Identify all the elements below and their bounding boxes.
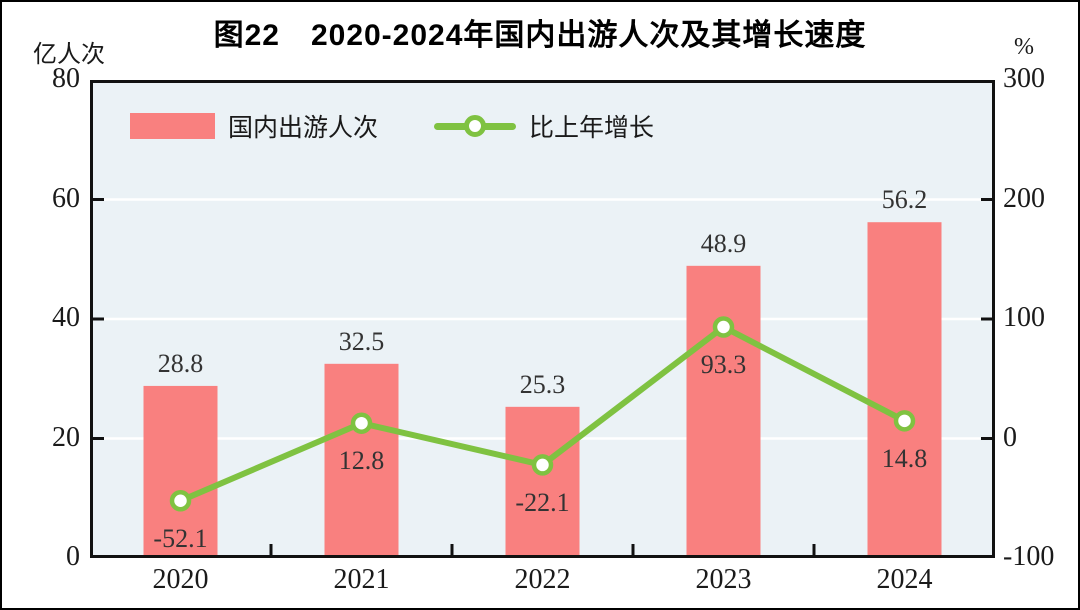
growth-value-label-2021: 12.8 [339,446,385,475]
growth-value-label-2024: 14.8 [882,444,928,473]
growth-value-label-2022: -22.1 [515,488,569,517]
bar-legend-swatch [130,113,215,139]
legend: 国内出游人次 比上年增长 [130,108,654,144]
growth-marker-2023 [712,316,735,338]
line-legend-marker-icon [464,115,487,137]
right-axis-tick-label: 0 [1003,421,1017,453]
growth-value-label-2023: 93.3 [701,350,747,379]
bar-value-label-2020: 28.8 [158,349,204,378]
left-axis-tick-label: 20 [52,421,80,453]
right-axis-tick-label: -100 [1003,540,1055,572]
plot-area: 28.8 32.5 25.3 48.9 56.2 -52.1 12.8 -22.1 93.3 14… [90,80,995,558]
bar-value-label-2023: 48.9 [701,229,747,258]
x-axis-labels: 2020 2021 2022 2023 2024 [90,566,995,602]
left-axis-tick-label: 40 [52,301,80,333]
bar-2021 [324,363,399,556]
bar-2022 [505,406,580,556]
left-axis-tick-labels: 80 60 40 20 0 [10,64,80,570]
x-axis-label-2023: 2023 [695,564,752,595]
bar-value-label-2021: 32.5 [339,327,385,356]
left-axis-tick-label: 0 [66,540,80,572]
right-axis-tick-label: 300 [1003,62,1045,94]
growth-value-label-2020: -52.1 [153,524,207,553]
bar-legend-label: 国内出游人次 [228,115,379,142]
chart-canvas: 28.8 32.5 25.3 48.9 56.2 -52.1 12.8 -22.1 93.3 14… [90,80,995,558]
growth-marker-2020 [169,490,192,512]
right-axis-tick-label: 200 [1003,182,1045,214]
bar-2020 [143,385,218,556]
legend-item-line: 比上年增长 [434,108,654,144]
x-axis-label-2024: 2024 [876,564,933,595]
bar-value-label-2022: 25.3 [520,370,566,399]
growth-marker-2024 [893,410,916,432]
growth-marker-2021 [350,412,373,434]
x-axis-label-2022: 2022 [514,564,571,595]
bar-2023 [686,265,761,556]
growth-marker-2022 [531,454,554,476]
right-axis-tick-label: 100 [1003,301,1045,333]
x-axis-label-2020: 2020 [152,564,209,595]
line-legend-label: 比上年增长 [529,115,655,142]
chart-title: 图22 2020-2024年国内出游人次及其增长速度 [213,19,867,52]
left-axis-unit: 亿人次 [33,42,105,68]
left-axis-tick-label: 60 [52,182,80,214]
right-axis-unit: % [1014,34,1034,60]
x-axis-label-2021: 2021 [333,564,390,595]
left-axis-tick-label: 80 [52,62,80,94]
line-legend-swatch [434,115,517,137]
legend-item-bar: 国内出游人次 [130,108,378,144]
bar-value-label-2024: 56.2 [882,185,928,214]
plot-frame [90,80,995,558]
right-axis-tick-labels: 300 200 100 0 -100 [1003,64,1073,570]
bar-2024 [867,222,942,556]
